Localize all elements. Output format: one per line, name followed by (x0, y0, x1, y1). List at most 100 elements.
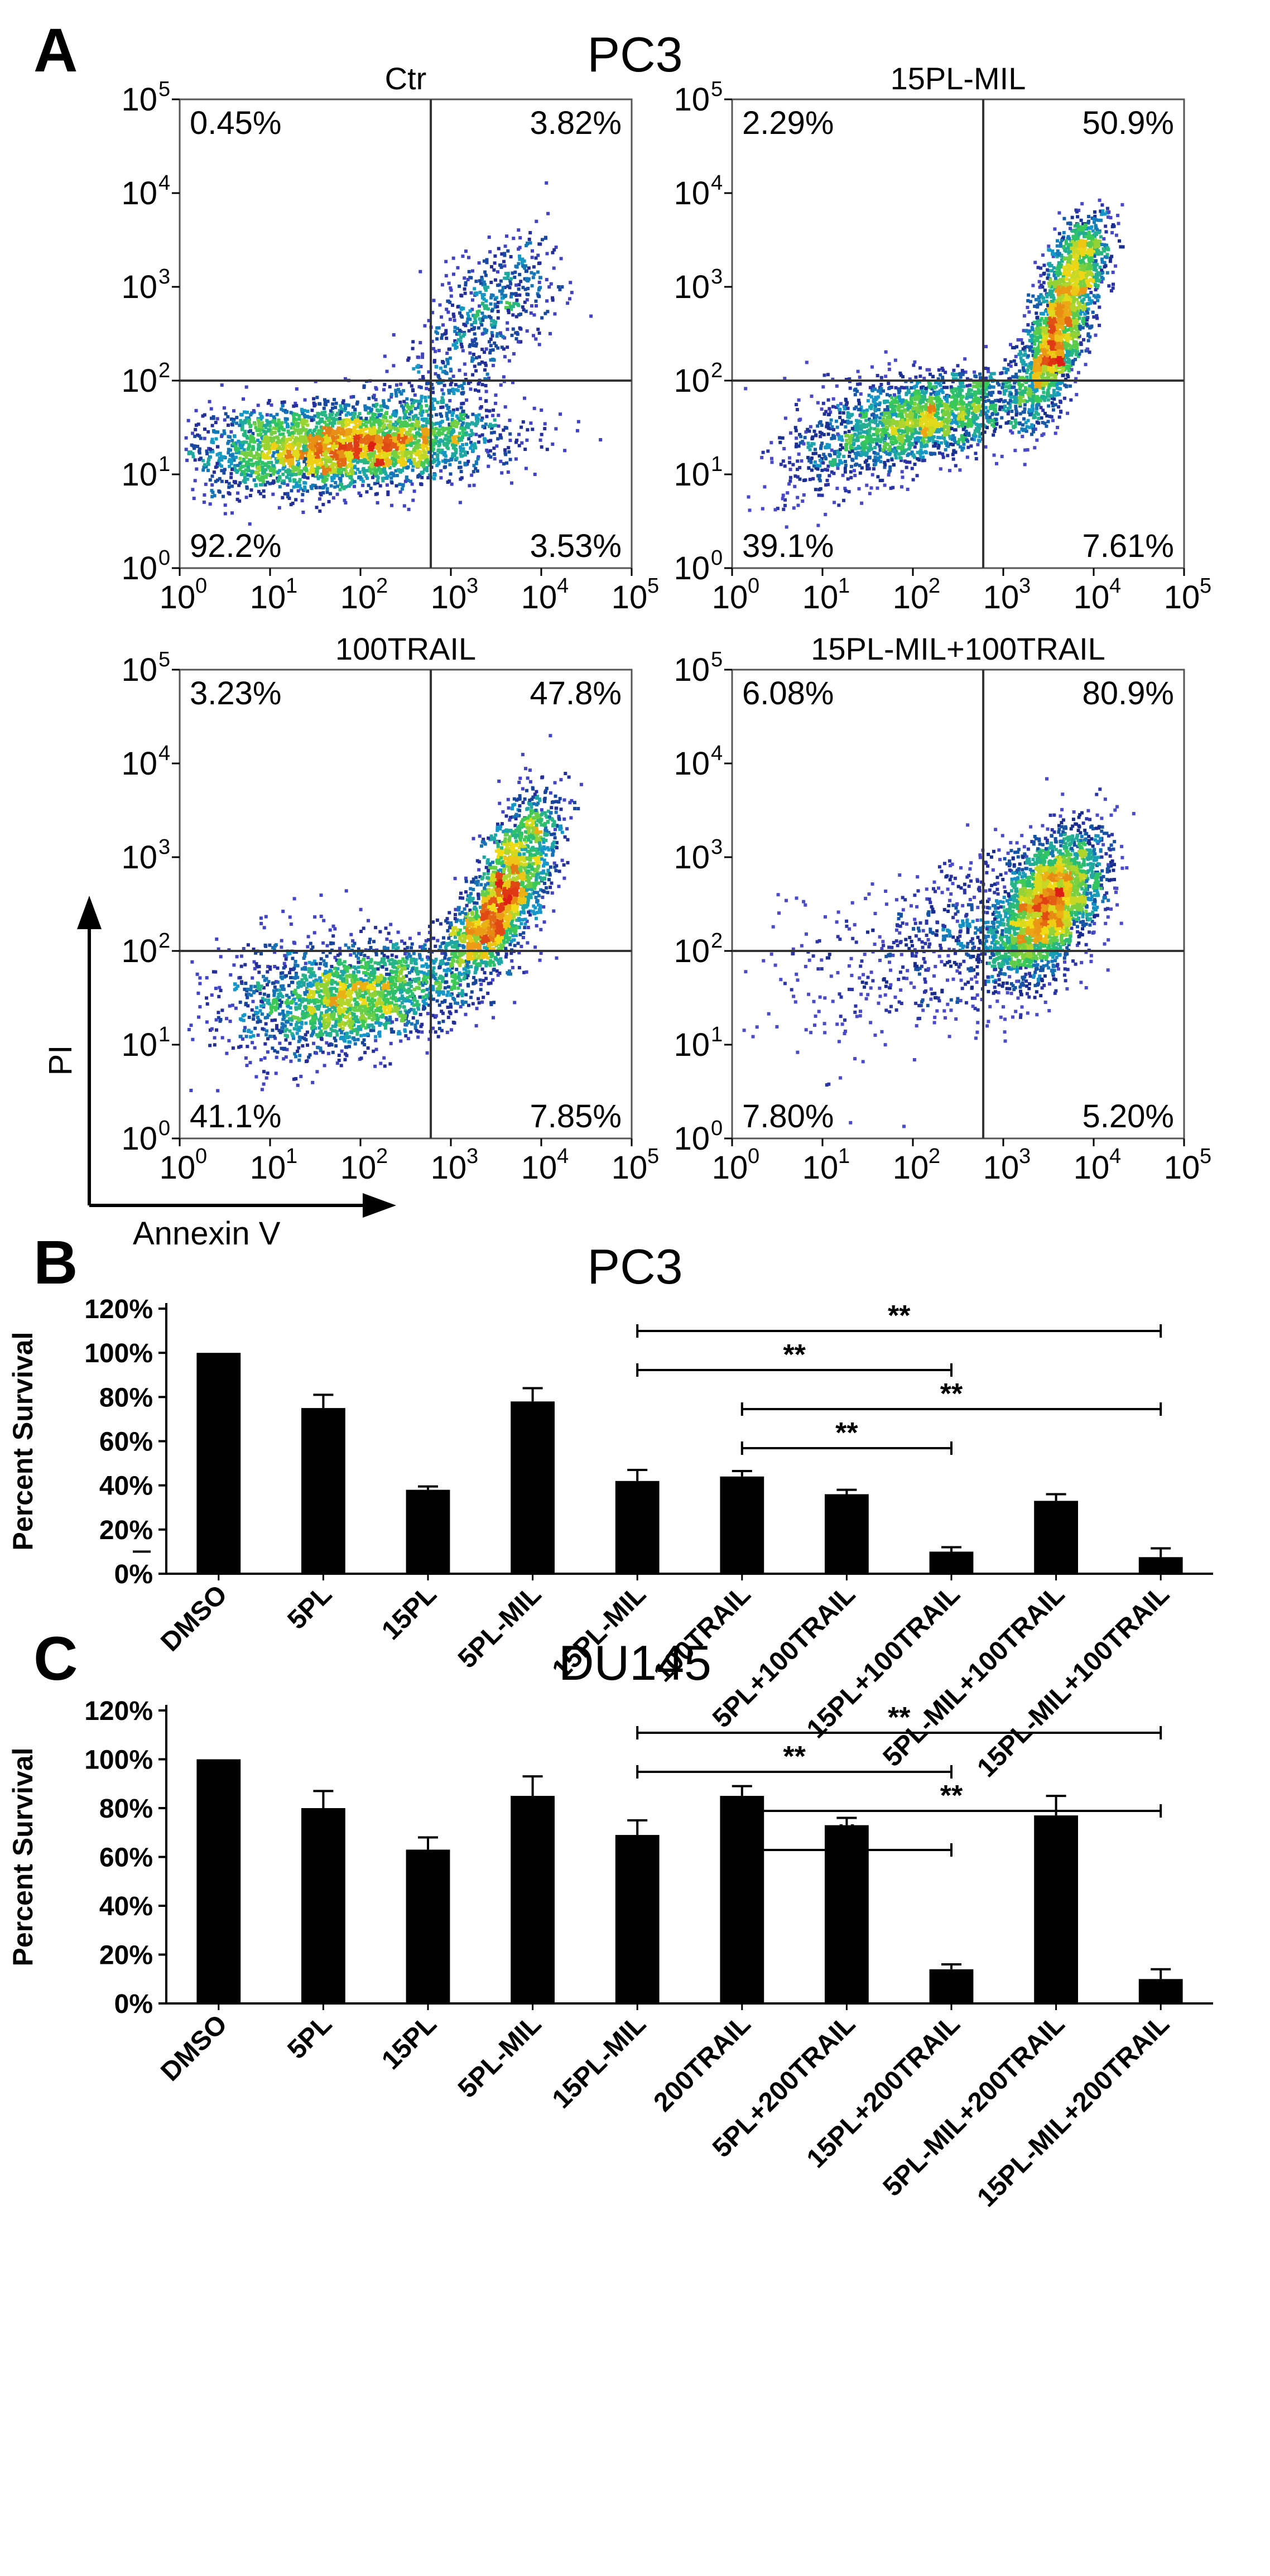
quadrant-percent-lower-right: 5.20% (1083, 1098, 1174, 1135)
x-tick-label: 10 (802, 1150, 839, 1186)
y-tick-label: 10 (121, 363, 157, 399)
x-tick-exponent: 5 (647, 1145, 659, 1168)
significance-label: ** (940, 1378, 963, 1410)
panel-a-letter: A (33, 16, 78, 85)
y-tick-exponent: 5 (711, 78, 723, 101)
x-tick-label: 10 (612, 1150, 648, 1186)
x-tick-exponent: 1 (838, 1145, 850, 1168)
flow-events (184, 181, 603, 526)
y-tick-label: 10 (674, 652, 710, 688)
y-tick-exponent: 3 (711, 265, 723, 289)
y-tick-label: 10 (674, 839, 710, 876)
quadrant-percent-lower-left: 92.2% (190, 528, 281, 564)
quadrant-percent-lower-left: 41.1% (190, 1098, 281, 1135)
bar (406, 1849, 450, 2003)
y-tick-exponent: 2 (158, 929, 170, 953)
x-tick-exponent: 3 (466, 1145, 478, 1168)
x-tick-label: 10 (983, 579, 1019, 616)
bar (720, 1796, 764, 2003)
y-tick-label: 10 (674, 175, 710, 212)
y-tick-label: 40% (99, 1892, 153, 1921)
x-tick-exponent: 0 (195, 1145, 207, 1168)
y-tick-label: 100% (84, 1746, 153, 1775)
y-tick-exponent: 2 (711, 929, 723, 953)
bar (511, 1401, 555, 1574)
y-axis-label: Percent Survival (7, 1332, 39, 1551)
y-tick-exponent: 3 (158, 265, 170, 289)
x-tick-label: 10 (160, 579, 196, 616)
bar (196, 1759, 241, 2003)
y-tick-label: 10 (121, 933, 157, 969)
y-tick-label: 10 (121, 839, 157, 876)
significance-label: ** (835, 1417, 858, 1449)
y-tick-label: 10 (121, 1121, 157, 1157)
quadrant-percent-upper-left: 0.45% (190, 105, 281, 141)
y-tick-exponent: 1 (711, 1023, 723, 1046)
y-tick-label: 10 (674, 1027, 710, 1063)
x-tick-exponent: 3 (1019, 574, 1031, 598)
y-tick-label: 0% (114, 1560, 153, 1589)
x-tick-exponent: 1 (838, 574, 850, 598)
bar (196, 1353, 241, 1574)
x-tick-label: 10 (521, 579, 557, 616)
y-tick-exponent: 1 (158, 453, 170, 476)
x-tick-label: 10 (1074, 1150, 1110, 1186)
y-tick-label: 120% (84, 1295, 153, 1324)
y-tick-label: 10 (121, 550, 157, 587)
y-tick-exponent: 1 (158, 1023, 170, 1046)
quadrant-percent-upper-right: 47.8% (530, 675, 622, 712)
y-tick-label: 60% (99, 1428, 153, 1457)
significance-bracket: ** (740, 1378, 1162, 1416)
quadrant-percent-upper-right: 80.9% (1083, 675, 1174, 712)
quadrant-percent-upper-left: 6.08% (742, 675, 834, 712)
y-tick-label: 10 (674, 746, 710, 782)
significance-label: ** (888, 1702, 911, 1734)
y-tick-exponent: 3 (158, 835, 170, 859)
y-tick-exponent: 2 (158, 359, 170, 382)
y-tick-label: 100% (84, 1339, 153, 1368)
y-tick-label: 10 (121, 652, 157, 688)
quadrant-percent-lower-right: 3.53% (530, 528, 622, 564)
bar (615, 1481, 660, 1574)
significance-label: ** (835, 1819, 858, 1851)
bar (511, 1796, 555, 2003)
y-tick-exponent: 2 (711, 359, 723, 382)
y-tick-exponent: 5 (158, 648, 170, 671)
significance-label: ** (783, 1741, 806, 1773)
bar (1034, 1501, 1078, 1574)
y-tick-exponent: 0 (158, 546, 170, 570)
y-tick-label: 10 (674, 81, 710, 118)
bar (825, 1825, 869, 2003)
x-tick-exponent: 2 (929, 1145, 940, 1168)
y-tick-exponent: 5 (158, 78, 170, 101)
pi-arrow-head (77, 896, 102, 929)
x-tick-label: 10 (1164, 579, 1200, 616)
x-tick-label: 10 (340, 579, 377, 616)
x-tick-exponent: 0 (195, 574, 207, 598)
quadrant-percent-lower-left: 7.80% (742, 1098, 834, 1135)
y-tick-label: 10 (121, 456, 157, 493)
y-tick-label: 20% (99, 1941, 153, 1971)
y-tick-label: 0% (114, 1989, 153, 2019)
y-tick-exponent: 4 (711, 171, 723, 195)
y-tick-label: 10 (674, 933, 710, 969)
significance-bracket: ** (740, 1819, 952, 1857)
quadrant-percent-upper-left: 3.23% (190, 675, 281, 712)
y-tick-exponent: 3 (711, 835, 723, 859)
x-tick-label: 10 (802, 579, 839, 616)
x-tick-label: 10 (712, 579, 748, 616)
quadrant-percent-lower-right: 7.61% (1083, 528, 1174, 564)
significance-bracket: ** (740, 1780, 1162, 1818)
x-tick-label: 10 (250, 579, 286, 616)
y-tick-exponent: 0 (711, 1117, 723, 1140)
bar (406, 1489, 450, 1574)
flow-events (742, 777, 1136, 1128)
x-tick-label: 10 (612, 579, 648, 616)
bar (1138, 1979, 1183, 2004)
bar (929, 1969, 974, 2004)
x-tick-exponent: 5 (1200, 574, 1211, 598)
x-tick-label: 10 (893, 579, 929, 616)
x-tick-exponent: 0 (748, 1145, 759, 1168)
